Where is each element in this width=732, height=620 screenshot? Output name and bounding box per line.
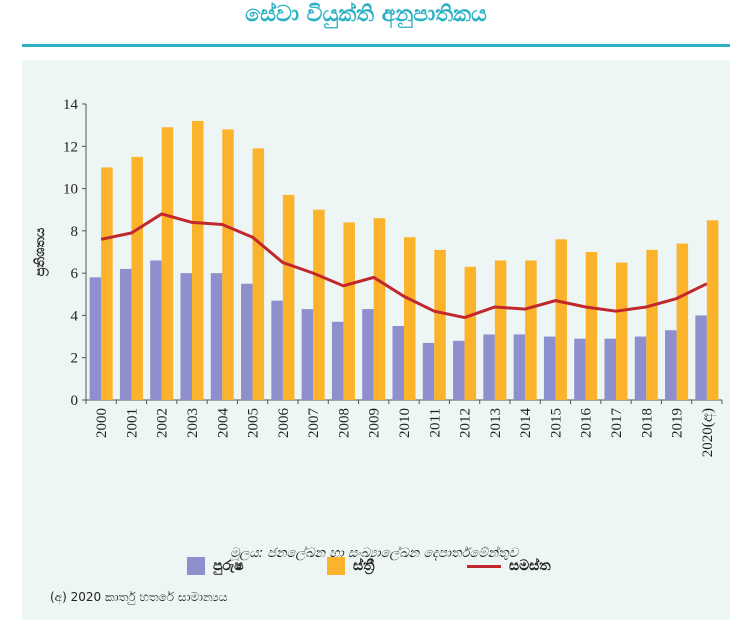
total-line: [100, 212, 708, 320]
bar-female-2013: [494, 260, 507, 400]
bar-female-2018: [646, 249, 658, 400]
bar-male-2017: [604, 338, 616, 400]
bar-male-2010: [392, 326, 404, 400]
chart: 0 2 4 6 8 10 12 14 ප්‍රතිශතය 2000 2001 2002 2003 2004…: [32, 97, 723, 457]
bar-female-2007: [313, 209, 325, 400]
x-tick-label-2012: 2012: [458, 408, 474, 438]
bar-male-2016: [574, 338, 586, 400]
bar-male-2003: [180, 273, 192, 400]
x-tick-label-2016: 2016: [579, 408, 595, 439]
x-tick-label-2014: 2014: [518, 408, 534, 439]
x-tick-label-2002: 2002: [155, 408, 171, 438]
x-tick-label-2019: 2019: [670, 408, 686, 438]
legend-item-total: සමස්ත: [467, 556, 551, 576]
legend-label-total: සමස්ත: [509, 558, 551, 574]
bar-male-2015: [543, 336, 556, 400]
bar-male-2013: [483, 334, 495, 400]
x-tick-label-2015: 2015: [548, 408, 564, 438]
bar-female-2016: [585, 252, 598, 400]
bar-female-2008: [343, 222, 355, 400]
x-tick-label-2013: 2013: [488, 408, 504, 438]
y-tick-label: 4: [71, 308, 79, 324]
legend-swatch-total: [467, 564, 501, 568]
x-tick-label-2003: 2003: [185, 408, 201, 438]
bar-female-2006: [282, 194, 295, 400]
y-tick-label: 8: [71, 224, 79, 240]
bar-female-2000: [101, 167, 113, 400]
chart-panel: 0 2 4 6 8 10 12 14 ප්‍රතිශතය 2000 2001 2002 2003 2004…: [22, 60, 730, 620]
bar-male-2006: [271, 300, 283, 400]
chart-title: සේවා වියුක්ති අනුපාතිකය: [245, 2, 487, 27]
bar-male-2007: [301, 309, 314, 400]
legend-swatch-male: [187, 557, 205, 575]
bar-female-2012: [464, 266, 477, 400]
bar-female-2014: [525, 260, 537, 400]
bar-male-2004: [210, 273, 223, 400]
bar-male-2000: [89, 277, 102, 400]
x-tick-label-2009: 2009: [367, 408, 383, 438]
bar-male-2020(අ): [695, 315, 707, 400]
y-tick-label: 10: [63, 182, 78, 198]
x-tick-label-2020(අ): 2020(අ): [700, 408, 717, 457]
bar-male-2008: [331, 321, 344, 400]
x-tick-label-2018: 2018: [639, 408, 655, 438]
bar-female-2010: [404, 237, 416, 400]
y-tick-label: 14: [63, 97, 79, 113]
x-tick-label-2005: 2005: [246, 408, 262, 438]
title-divider: [22, 44, 730, 47]
legend-label-male: පුරුෂ: [213, 558, 244, 574]
x-tick-label-2001: 2001: [124, 408, 140, 438]
y-tick-label: 6: [71, 266, 79, 282]
y-tick-label: 12: [63, 139, 78, 155]
x-tick-label-2011: 2011: [427, 408, 443, 437]
bar-female-2019: [676, 243, 689, 400]
bar-male-2001: [119, 268, 132, 400]
legend-label-female: ස්ත්‍රී: [353, 558, 375, 574]
bar-female-2004: [222, 129, 234, 400]
source-note: මූලය: ජනලේඛන හා සංඛ්‍යාලේඛන දෙපාර්තමේන්ත…: [230, 546, 519, 561]
bar-female-2001: [131, 156, 143, 400]
x-tick-label-2010: 2010: [397, 408, 413, 438]
x-tick-label-2017: 2017: [609, 408, 625, 439]
legend-item-female: ස්ත්‍රී: [327, 556, 374, 576]
x-tick-label-2004: 2004: [215, 408, 231, 439]
footnote: (අ) 2020 කාර්තු හතරේ සාමාන්‍යය: [50, 590, 228, 604]
bar-female-2017: [616, 262, 628, 400]
x-tick-label-2008: 2008: [336, 408, 352, 438]
bar-male-2009: [362, 309, 374, 400]
bar-male-2002: [150, 260, 162, 400]
bar-female-2020(අ): [706, 220, 719, 400]
bar-male-2012: [453, 340, 465, 400]
bar-male-2005: [241, 283, 253, 400]
bar-female-2005: [252, 148, 265, 400]
legend-swatch-female: [327, 557, 345, 575]
bar-female-2009: [373, 218, 386, 400]
bar-male-2019: [665, 330, 677, 400]
bar-male-2018: [634, 336, 647, 400]
y-tick-label: 0: [71, 393, 79, 409]
legend-item-male: පුරුෂ: [187, 556, 244, 576]
y-tick-label: 2: [71, 351, 79, 367]
bar-female-2011: [434, 249, 446, 400]
y-axis-label: ප්‍රතිශතය: [32, 227, 49, 276]
bar-female-2002: [161, 127, 174, 400]
x-tick-label-2006: 2006: [276, 408, 292, 439]
bar-male-2011: [422, 342, 435, 400]
bar-female-2015: [555, 239, 567, 400]
bar-male-2014: [513, 334, 526, 400]
x-tick-label-2007: 2007: [306, 408, 322, 439]
x-tick-label-2000: 2000: [94, 408, 110, 438]
bar-female-2003: [192, 120, 204, 400]
